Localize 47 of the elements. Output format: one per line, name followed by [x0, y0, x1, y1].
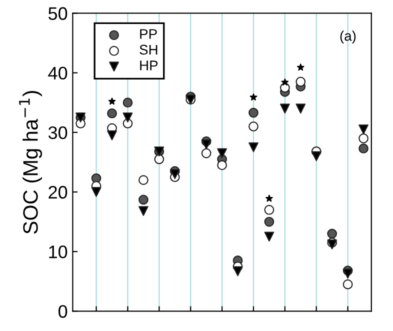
- point: [266, 194, 273, 202]
- legend-label: HP: [140, 60, 158, 70]
- point: [327, 228, 338, 239]
- point: [358, 133, 368, 144]
- y-tick-label: 10: [49, 245, 68, 258]
- point: [342, 279, 353, 290]
- y-tick-label: 50: [48, 7, 68, 20]
- point: [296, 76, 306, 87]
- point: [358, 144, 368, 154]
- point: [217, 160, 227, 170]
- y-axis-title: SOC (Mg ha$^{−1}$): [19, 91, 42, 234]
- point: [107, 108, 117, 118]
- legend-label: SH: [140, 44, 158, 55]
- point: [201, 148, 212, 158]
- point: [281, 78, 289, 86]
- point: [138, 206, 148, 216]
- point: [264, 216, 274, 227]
- point: [264, 232, 274, 242]
- legend-label: PP: [140, 29, 157, 39]
- point: [107, 130, 117, 140]
- point: [248, 142, 258, 152]
- y-tick-label: 20: [48, 186, 68, 199]
- annotation: (a): [340, 30, 356, 44]
- point: [170, 169, 180, 180]
- point: [201, 139, 212, 150]
- point: [248, 108, 258, 118]
- point: [154, 154, 164, 164]
- y-tick-label: 0: [58, 305, 68, 318]
- y-tick-label: 40: [48, 66, 68, 80]
- point: [217, 148, 227, 158]
- point: [342, 268, 353, 279]
- y-tick-label: 30: [48, 126, 68, 140]
- point: [250, 93, 258, 100]
- point: [232, 266, 243, 276]
- point: [138, 194, 148, 205]
- point: [264, 204, 274, 215]
- point: [296, 104, 306, 114]
- point: [91, 187, 102, 197]
- point: [122, 98, 133, 108]
- point: [108, 98, 116, 105]
- point: [248, 121, 258, 132]
- point: [122, 112, 133, 122]
- point: [296, 64, 304, 71]
- point: [358, 124, 368, 134]
- point: [311, 151, 322, 162]
- point: [138, 175, 148, 186]
- point: [280, 104, 290, 114]
